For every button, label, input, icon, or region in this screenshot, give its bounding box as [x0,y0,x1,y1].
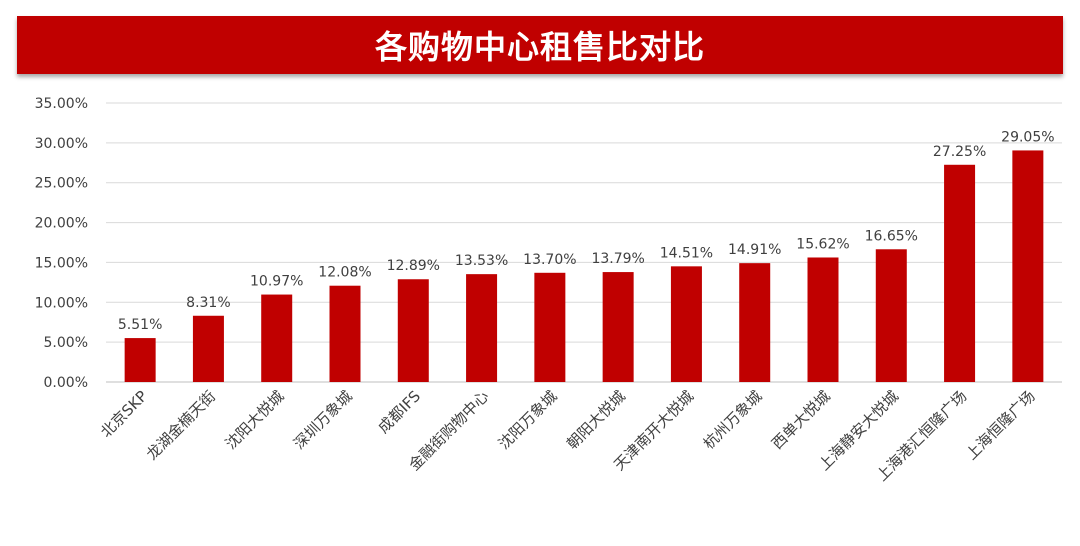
bar [466,274,498,382]
data-label: 13.53% [455,253,508,269]
y-tick-label: 20.00% [35,216,88,232]
title-banner: 各购物中心租售比对比 [17,16,1063,74]
category-label: 北京SKP [97,387,151,441]
bar [397,279,429,382]
chart-title: 各购物中心租售比对比 [374,28,705,66]
category-label: 杭州万象城 [700,387,766,453]
category-label: 上海恒隆广场 [962,387,1038,463]
category-label: 沈阳大悦城 [222,387,288,453]
y-tick-label: 35.00% [35,96,88,112]
bar [875,249,907,382]
data-label: 12.89% [387,258,440,274]
bar [329,285,361,382]
bar [192,315,224,382]
data-label: 12.08% [318,265,371,281]
bar [534,272,566,382]
category-label: 朝阳大悦城 [563,387,629,453]
data-label: 29.05% [1001,129,1054,145]
category-label: 成都IFS [374,387,424,437]
bar [261,294,293,382]
data-label: 27.25% [933,144,986,160]
data-label: 14.91% [728,242,781,258]
bar [670,266,702,382]
bar [602,272,634,382]
y-tick-label: 10.00% [35,295,88,311]
data-label: 13.70% [523,252,576,268]
bar [739,263,771,382]
data-label: 13.79% [591,251,644,267]
bar [944,164,976,382]
bar [124,338,156,382]
bar [807,257,839,382]
data-label: 5.51% [118,317,162,333]
data-label: 16.65% [865,228,918,244]
y-tick-label: 0.00% [44,375,88,391]
category-label: 西单大悦城 [768,387,834,453]
y-tick-label: 15.00% [35,255,88,271]
category-label: 沈阳万象城 [495,387,561,453]
bar [1012,150,1044,382]
data-label: 14.51% [660,245,713,261]
data-label: 15.62% [796,236,849,252]
data-label: 8.31% [186,295,230,311]
y-tick-label: 5.00% [44,335,88,351]
y-tick-label: 25.00% [35,176,88,192]
y-tick-label: 30.00% [35,136,88,152]
data-label: 10.97% [250,274,303,290]
category-label: 深圳万象城 [290,387,356,453]
category-label: 龙湖金楠天街 [143,387,219,463]
